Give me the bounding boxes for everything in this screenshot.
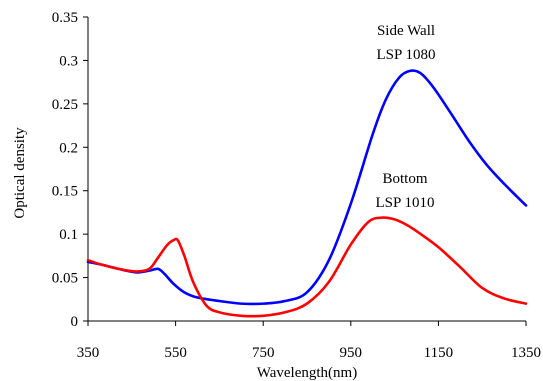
- y-tick-label: 0.1: [59, 227, 78, 243]
- y-tick-label: 0.35: [52, 10, 78, 26]
- y-tick-label: 0: [71, 314, 79, 330]
- tick-marks: [83, 16, 527, 326]
- x-tick-label: 750: [252, 345, 275, 361]
- x-tick-label: 950: [340, 345, 363, 361]
- x-axis-title: Wavelength(nm): [257, 365, 357, 381]
- x-tick-label: 350: [77, 345, 100, 361]
- bottom-lsp-label: LSP 1010: [375, 195, 434, 211]
- x-tick-label: 1350: [511, 345, 541, 361]
- bottom-series-line: [86, 216, 528, 318]
- series-lines: [86, 69, 528, 318]
- y-tick-label: 0.2: [59, 140, 78, 156]
- y-tick-label: 0.3: [59, 53, 78, 69]
- bottom-label: Bottom: [382, 171, 427, 187]
- side-wall-series-line: [86, 69, 528, 306]
- y-tick-label: 0.15: [52, 184, 78, 200]
- axes: [87, 17, 526, 322]
- tick-labels: 350 550 750 950 1150 1350 0 0.05 0.1 0.15 0.2 0.25 0…: [52, 10, 541, 361]
- y-tick-label: 0.05: [52, 271, 78, 287]
- side-wall-label: Side Wall: [377, 23, 435, 39]
- side-wall-lsp-label: LSP 1080: [376, 47, 435, 63]
- y-axis-title: Optical density: [12, 127, 28, 219]
- y-tick-label: 0.25: [52, 97, 78, 113]
- x-tick-label: 550: [164, 345, 187, 361]
- x-tick-label: 1150: [424, 345, 453, 361]
